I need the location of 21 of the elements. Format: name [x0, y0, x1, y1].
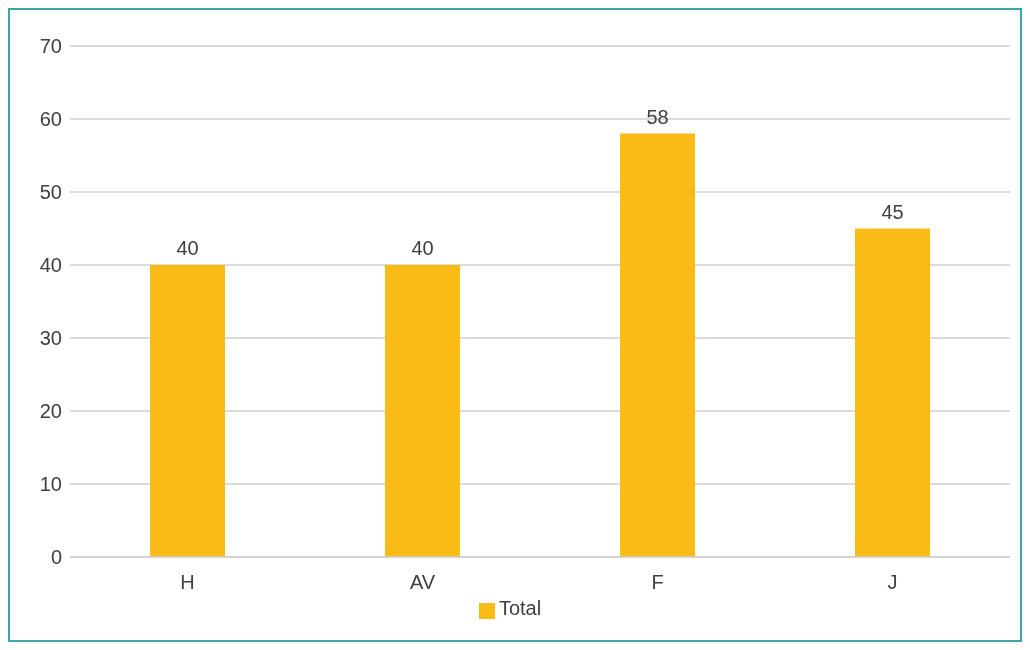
- bar: [855, 228, 930, 557]
- bar: [385, 265, 460, 557]
- legend-label: Total: [498, 597, 542, 619]
- y-tick-label: 60: [39, 108, 62, 131]
- bar: [150, 265, 225, 557]
- y-tick-label: 50: [39, 181, 62, 204]
- y-tick-label: 30: [39, 327, 62, 350]
- data-label: 40: [411, 237, 434, 259]
- data-label: 40: [176, 237, 199, 259]
- bar: [620, 133, 695, 557]
- x-tick-label: AV: [409, 571, 436, 594]
- y-tick-label: 40: [39, 254, 62, 277]
- y-tick-label: 10: [39, 473, 62, 496]
- data-label: 45: [881, 200, 904, 223]
- data-label: 58: [646, 105, 669, 128]
- y-tick-label: 20: [39, 400, 62, 423]
- x-tick-label: F: [651, 571, 664, 594]
- x-tick-label: H: [180, 571, 195, 594]
- y-tick-label: 70: [39, 35, 62, 58]
- y-tick-label: 0: [50, 546, 62, 569]
- x-tick-label: J: [887, 571, 898, 594]
